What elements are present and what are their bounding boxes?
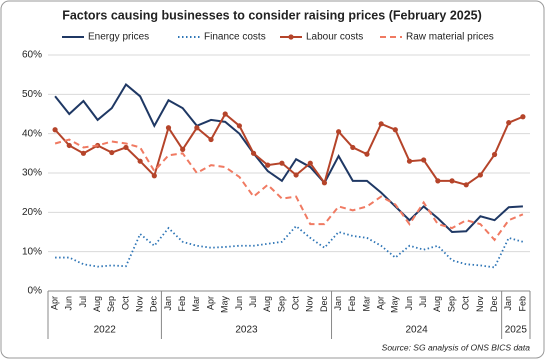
x-tick-label: Jan <box>163 296 173 311</box>
point <box>109 149 115 156</box>
year-label: 2025 <box>505 325 528 336</box>
x-tick-label: May <box>220 296 230 314</box>
x-tick-label: Feb <box>177 296 187 312</box>
y-tick-label: 50% <box>22 89 42 100</box>
y-tick-label: 60% <box>22 50 42 61</box>
year-label: 2024 <box>405 325 428 336</box>
point <box>293 172 299 178</box>
x-tick-label: Oct <box>461 296 471 311</box>
x-tick-label: Aug <box>262 296 272 312</box>
point <box>307 160 313 166</box>
point <box>406 158 413 164</box>
x-tick-label: Jul <box>78 296 88 308</box>
x-tick-label: Nov <box>305 296 315 313</box>
x-tick-label: Nov <box>135 296 145 313</box>
point <box>151 173 157 179</box>
point <box>123 144 129 151</box>
point <box>265 162 271 168</box>
point <box>52 127 58 133</box>
point <box>279 160 285 166</box>
x-tick-label: Mar <box>191 296 201 312</box>
point <box>364 151 370 157</box>
point <box>449 178 455 184</box>
point <box>336 129 342 135</box>
point <box>421 157 427 163</box>
series-line <box>55 224 524 269</box>
x-tick-label: Dec <box>319 296 329 313</box>
legend-label: Raw material prices <box>406 32 494 43</box>
source: Source: SG analysis of ONS BICS data <box>382 342 531 352</box>
x-tick-label: Apr <box>376 296 386 310</box>
x-tick-label: May <box>390 296 400 314</box>
point <box>463 182 469 188</box>
x-tick-label: Dec <box>489 296 499 313</box>
x-tick-label: Feb <box>347 296 357 312</box>
point <box>491 151 498 158</box>
year-label: 2022 <box>94 325 117 336</box>
x-tick-label: Nov <box>475 296 485 313</box>
point <box>66 142 72 149</box>
x-tick-label: Sep <box>106 296 116 312</box>
x-tick-label: Jan <box>503 296 513 311</box>
point <box>350 144 356 151</box>
point <box>222 111 228 117</box>
x-tick-label: Oct <box>290 296 300 311</box>
point <box>194 125 200 131</box>
x-tick-label: Aug <box>92 296 102 312</box>
series-line <box>54 138 524 242</box>
y-tick-label: 30% <box>22 168 42 179</box>
legend-label: Energy prices <box>88 32 149 43</box>
x-tick-label: Jun <box>404 296 414 311</box>
point <box>137 158 143 164</box>
point <box>80 150 87 156</box>
point <box>392 127 398 133</box>
y-tick-label: 10% <box>22 246 42 257</box>
y-tick-label: 20% <box>22 207 42 218</box>
legend-marker <box>288 34 294 40</box>
x-tick-label: Aug <box>432 296 442 312</box>
point <box>165 125 172 131</box>
point <box>506 120 512 126</box>
chart-title: Factors causing businesses to consider r… <box>62 8 482 22</box>
point <box>321 180 328 186</box>
point <box>520 114 526 120</box>
x-tick-label: Apr <box>205 296 215 310</box>
year-label: 2023 <box>235 325 258 336</box>
x-tick-label: Sep <box>276 296 286 312</box>
point <box>435 178 441 184</box>
x-tick-label: Jul <box>418 296 428 308</box>
y-tick-label: 0% <box>28 286 43 297</box>
point <box>378 121 384 127</box>
x-tick-label: Jan <box>333 296 343 311</box>
x-tick-label: Sep <box>446 296 456 312</box>
legend-label: Labour costs <box>306 32 363 43</box>
x-tick-label: Oct <box>120 296 130 311</box>
point <box>477 172 483 178</box>
x-tick-label: Feb <box>517 296 527 312</box>
x-tick-label: Jun <box>64 296 74 311</box>
x-tick-label: Jun <box>234 296 244 311</box>
point <box>236 123 242 129</box>
point <box>180 146 186 152</box>
legend-label: Finance costs <box>204 32 266 43</box>
x-tick-label: Mar <box>361 296 371 312</box>
y-tick-label: 40% <box>22 128 42 139</box>
series-line <box>54 112 524 186</box>
x-tick-label: Dec <box>149 296 159 313</box>
x-tick-label: Jul <box>248 296 258 308</box>
point <box>250 150 257 156</box>
point <box>208 136 214 143</box>
x-tick-label: Apr <box>49 296 59 310</box>
